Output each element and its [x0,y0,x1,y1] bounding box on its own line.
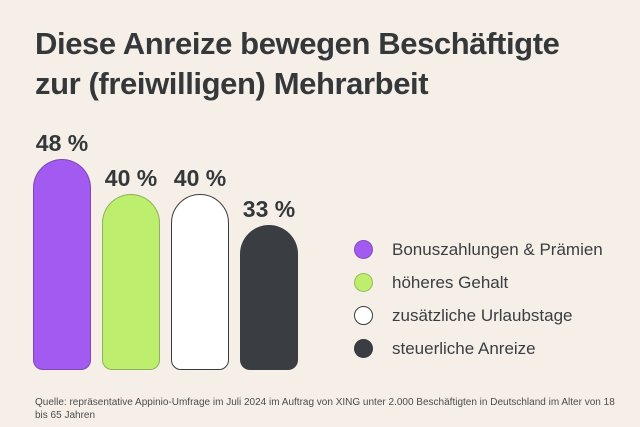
bar-col-hoeheres-gehalt: 40 % [102,166,160,370]
bar-value-label: 40 % [104,165,158,191]
legend-swatch-steuerliche-anreize [354,339,373,358]
source-note: Quelle: repräsentative Appinio-Umfrage i… [35,397,615,421]
legend-item-hoeheres-gehalt: höheres Gehalt [354,273,603,292]
legend-label: steuerliche Anreize [392,339,536,358]
legend-item-zusaetzliche-urlaubstage: zusätzliche Urlaubstage [354,306,603,325]
bar-value-label: 40 % [173,165,227,191]
bar-col-steuerliche-anreize: 33 % [240,197,298,370]
bar-hoeheres-gehalt [102,194,160,370]
legend-label: zusätzliche Urlaubstage [392,306,573,325]
bar-chart: 48 % 40 % 40 % 33 % [33,131,298,370]
legend-label: höheres Gehalt [392,273,509,292]
chart-legend: Bonuszahlungen & Prämien höheres Gehalt zu… [354,240,603,372]
legend-item-steuerliche-anreize: steuerliche Anreize [354,339,603,358]
legend-swatch-zusaetzliche-urlaubstage [354,306,373,325]
bar-zusaetzliche-urlaubstage [171,194,229,370]
bar-col-zusaetzliche-urlaubstage: 40 % [171,166,229,370]
bar-value-label: 48 % [35,130,89,156]
chart-title-line-1: Diese Anreize bewegen Beschäftigte [35,26,560,61]
chart-title: Diese Anreize bewegen Beschäftigte zur (… [35,24,560,104]
bar-steuerliche-anreize [240,225,298,370]
chart-title-line-2: zur (freiwilligen) Mehrarbeit [35,66,429,101]
legend-swatch-hoeheres-gehalt [354,273,373,292]
bar-bonuszahlungen-praemien [33,159,91,370]
legend-swatch-bonuszahlungen-praemien [354,240,373,259]
bar-value-label: 33 % [242,196,296,222]
legend-item-bonuszahlungen-praemien: Bonuszahlungen & Prämien [354,240,603,259]
legend-label: Bonuszahlungen & Prämien [392,240,603,259]
bar-col-bonuszahlungen-praemien: 48 % [33,131,91,370]
